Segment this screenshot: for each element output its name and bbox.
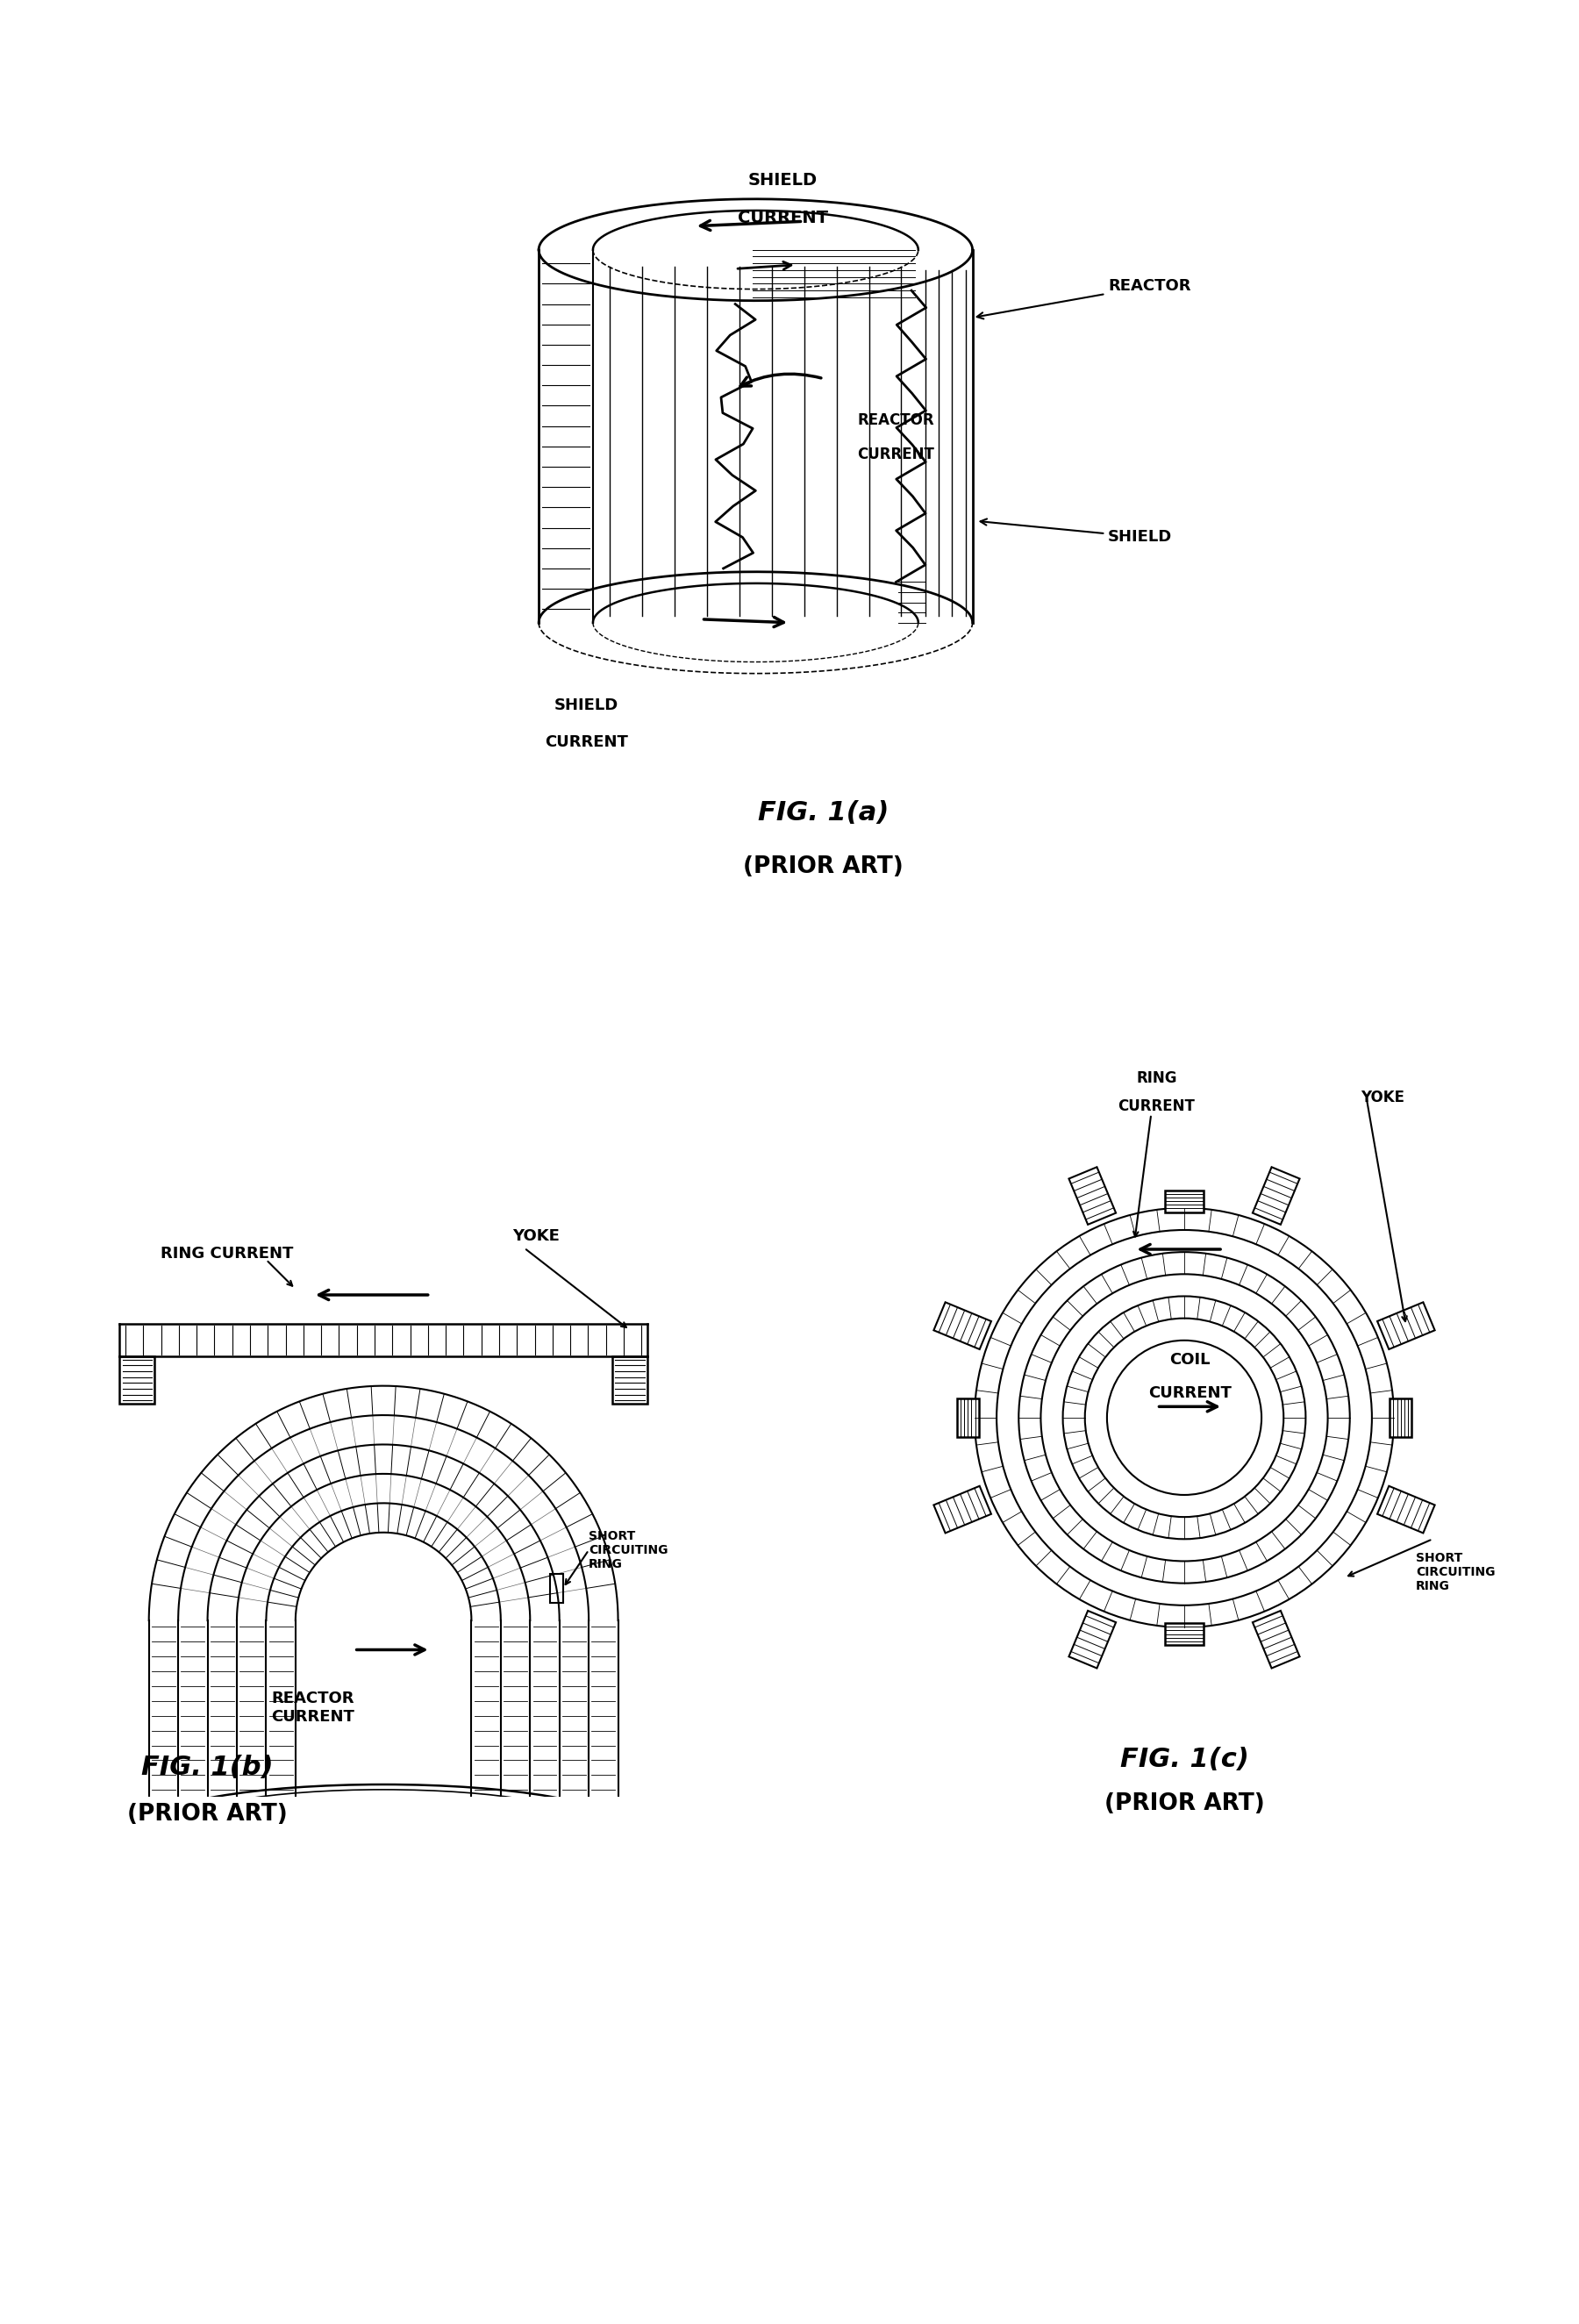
Polygon shape	[120, 1827, 196, 1855]
Text: RING CURRENT: RING CURRENT	[161, 1246, 294, 1262]
Text: SHIELD: SHIELD	[748, 172, 818, 188]
Text: (PRIOR ART): (PRIOR ART)	[128, 1803, 287, 1824]
Polygon shape	[1252, 1167, 1300, 1225]
Text: SHORT
CIRCUITING
RING: SHORT CIRCUITING RING	[1416, 1552, 1495, 1592]
Text: SHORT
CIRCUITING
RING: SHORT CIRCUITING RING	[589, 1529, 668, 1571]
Polygon shape	[1377, 1301, 1435, 1350]
Polygon shape	[1069, 1167, 1116, 1225]
Text: YOKE: YOKE	[1361, 1090, 1405, 1106]
Polygon shape	[613, 1357, 647, 1404]
Polygon shape	[933, 1485, 992, 1534]
Text: FIG. 1(c): FIG. 1(c)	[1120, 1748, 1249, 1773]
Text: SHIELD: SHIELD	[554, 697, 619, 713]
Polygon shape	[120, 1357, 155, 1404]
Text: (PRIOR ART): (PRIOR ART)	[744, 855, 903, 878]
Polygon shape	[957, 1399, 979, 1436]
Polygon shape	[933, 1301, 992, 1350]
Text: REACTOR: REACTOR	[857, 414, 935, 428]
Polygon shape	[1165, 1622, 1203, 1645]
Text: SHIELD: SHIELD	[981, 518, 1172, 544]
Text: (PRIOR ART): (PRIOR ART)	[1104, 1792, 1265, 1815]
Text: CURRENT: CURRENT	[737, 209, 827, 225]
Polygon shape	[572, 1827, 647, 1855]
Text: FIG. 1(b): FIG. 1(b)	[142, 1755, 273, 1780]
Text: REACTOR: REACTOR	[977, 279, 1191, 318]
Polygon shape	[1377, 1485, 1435, 1534]
Bar	[549, 1573, 564, 1604]
Text: RING: RING	[1137, 1071, 1176, 1085]
Polygon shape	[1069, 1611, 1116, 1669]
Text: CURRENT: CURRENT	[857, 446, 935, 462]
Text: CURRENT: CURRENT	[545, 734, 628, 751]
Polygon shape	[1252, 1611, 1300, 1669]
Polygon shape	[1165, 1190, 1203, 1213]
Text: COIL: COIL	[1170, 1353, 1210, 1369]
Polygon shape	[1390, 1399, 1412, 1436]
Text: CURRENT: CURRENT	[1148, 1385, 1232, 1401]
Text: CURRENT: CURRENT	[1118, 1099, 1195, 1113]
Text: FIG. 1(a): FIG. 1(a)	[758, 799, 889, 825]
Text: YOKE: YOKE	[513, 1229, 561, 1243]
Text: REACTOR
CURRENT: REACTOR CURRENT	[272, 1692, 355, 1724]
